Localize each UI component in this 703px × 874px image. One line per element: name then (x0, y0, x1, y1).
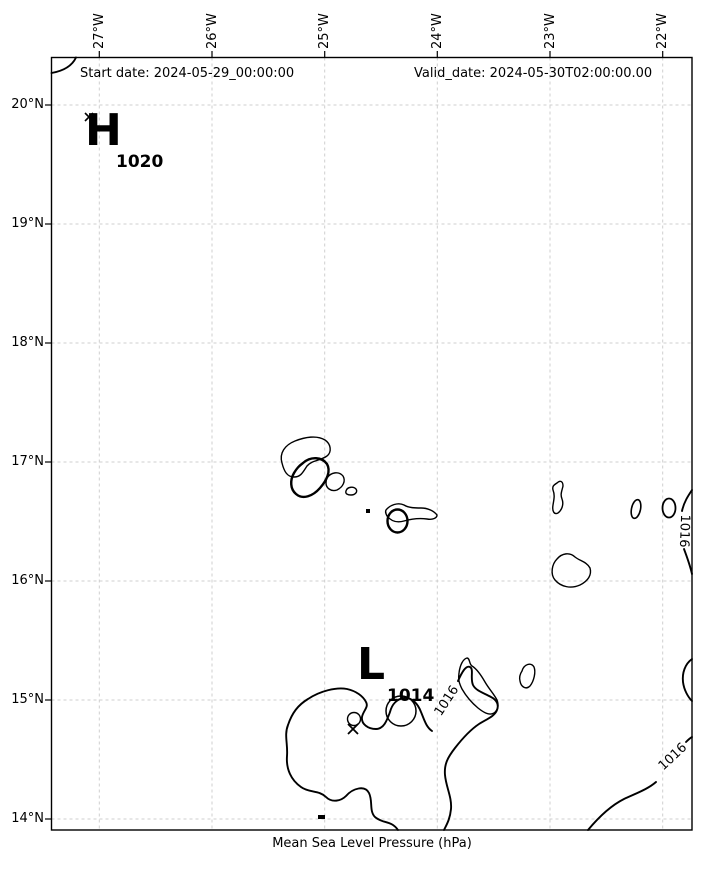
low-center-x-marker (347, 723, 359, 735)
island-dot-islet (366, 509, 370, 513)
valid-date-text: Valid_date: 2024-05-30T02:00:00.00 (414, 66, 653, 81)
pressure-center-markers (84, 112, 359, 735)
island-sal (552, 480, 564, 515)
xtick-label-24w: 24°W (430, 13, 445, 49)
island-sao-nicolau (384, 503, 438, 523)
low-symbol: L (357, 639, 386, 690)
high-center-x-marker (84, 112, 94, 122)
high-value: 1020 (116, 152, 164, 172)
island-coastlines (280, 436, 677, 819)
xtick-label-27w: 27°W (92, 13, 107, 49)
xtick-label-26w: 26°W (204, 13, 220, 49)
contour-low-area-west (285, 687, 433, 831)
island-santiago (457, 657, 499, 715)
axis-tick-marks (45, 51, 664, 820)
contour-top-left-corner (50, 56, 77, 74)
ytick-label-16n: 16°N (11, 573, 44, 588)
island-brava (346, 711, 362, 727)
islet-ellipse-west (630, 498, 642, 520)
plot-border (50, 56, 693, 831)
ytick-label-17n: 17°N (11, 454, 44, 469)
ytick-label-19n: 19°N (11, 216, 44, 231)
contour-right-upper-a (681, 489, 693, 512)
island-boa-vista (551, 553, 592, 588)
island-santo-antao (280, 436, 331, 478)
xtick-label-25w: 25°W (317, 13, 333, 49)
high-symbol: H (85, 105, 122, 156)
ytick-label-14n: 14°N (11, 811, 44, 826)
graticule-grid (51, 57, 692, 830)
start-date-text: Start date: 2024-05-29_00:00:00 (80, 66, 295, 81)
island-maio (518, 663, 536, 689)
islet-ellipse-east (661, 497, 677, 519)
contour-ring-sao-vicente (290, 457, 330, 499)
isobar-contours (50, 56, 693, 831)
island-fogo (385, 695, 417, 727)
contour-label-right: 1016 (675, 514, 693, 548)
island-bottom-dash (318, 815, 325, 819)
low-value: 1014 (387, 686, 435, 706)
plot-title-bottom: Mean Sea Level Pressure (hPa) (272, 836, 472, 851)
contour-low-area-east (443, 665, 499, 831)
contour-bottom-right-a (587, 781, 657, 831)
island-santa-luzia (325, 472, 345, 492)
ytick-label-18n: 18°N (11, 335, 44, 350)
contour-bottom-right-b (685, 736, 693, 743)
xtick-label-22w: 22°W (655, 13, 671, 49)
island-small-islet (345, 486, 358, 496)
contour-right-upper-b (683, 548, 693, 575)
xtick-label-23w: 23°W (542, 13, 558, 49)
contour-ring-sao-nicolau (386, 508, 409, 534)
contour-right-bump (681, 658, 693, 702)
ytick-label-20n: 20°N (11, 97, 44, 112)
ytick-label-15n: 15°N (11, 692, 44, 707)
